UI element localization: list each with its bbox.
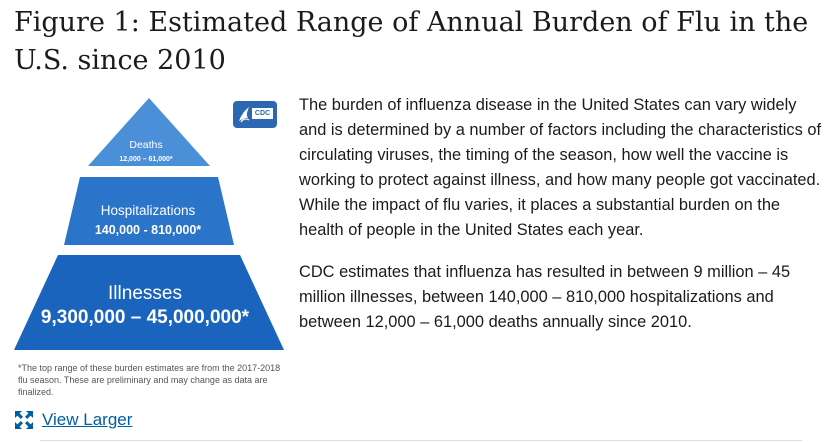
deaths-label: Deaths [129, 139, 162, 151]
expand-icon [15, 411, 33, 429]
pyramid-footnote: *The top range of these burden estimates… [18, 363, 281, 397]
cdc-logo-text: CDC [252, 108, 273, 119]
flu-burden-pyramid: Deaths 12,000 – 61,000* Hospitalizations… [14, 96, 284, 358]
cdc-logo: CDC [233, 101, 277, 128]
figure-title: Figure 1: Estimated Range of Annual Burd… [14, 7, 809, 76]
pyramid-tier-illnesses [14, 255, 284, 350]
view-larger-label: View Larger [42, 410, 133, 429]
cdc-eagle-icon [239, 107, 250, 123]
hospitalizations-label: Hospitalizations [101, 203, 196, 218]
article-body: The burden of influenza disease in the U… [299, 93, 824, 352]
pyramid-graphic: Deaths 12,000 – 61,000* Hospitalizations… [14, 98, 284, 350]
body-paragraph-1: The burden of influenza disease in the U… [299, 96, 822, 239]
deaths-value: 12,000 – 61,000* [119, 156, 173, 163]
hospitalizations-value: 140,000 - 810,000* [95, 223, 201, 237]
pyramid-tier-deaths [88, 98, 210, 166]
illnesses-value: 9,300,000 – 45,000,000* [41, 307, 250, 328]
illnesses-label: Illnesses [108, 283, 182, 304]
section-divider [40, 440, 802, 441]
pyramid-tier-hospitalizations [64, 177, 234, 245]
view-larger-link[interactable]: View Larger [14, 408, 132, 432]
body-paragraph-2: CDC estimates that influenza has resulte… [299, 263, 791, 331]
